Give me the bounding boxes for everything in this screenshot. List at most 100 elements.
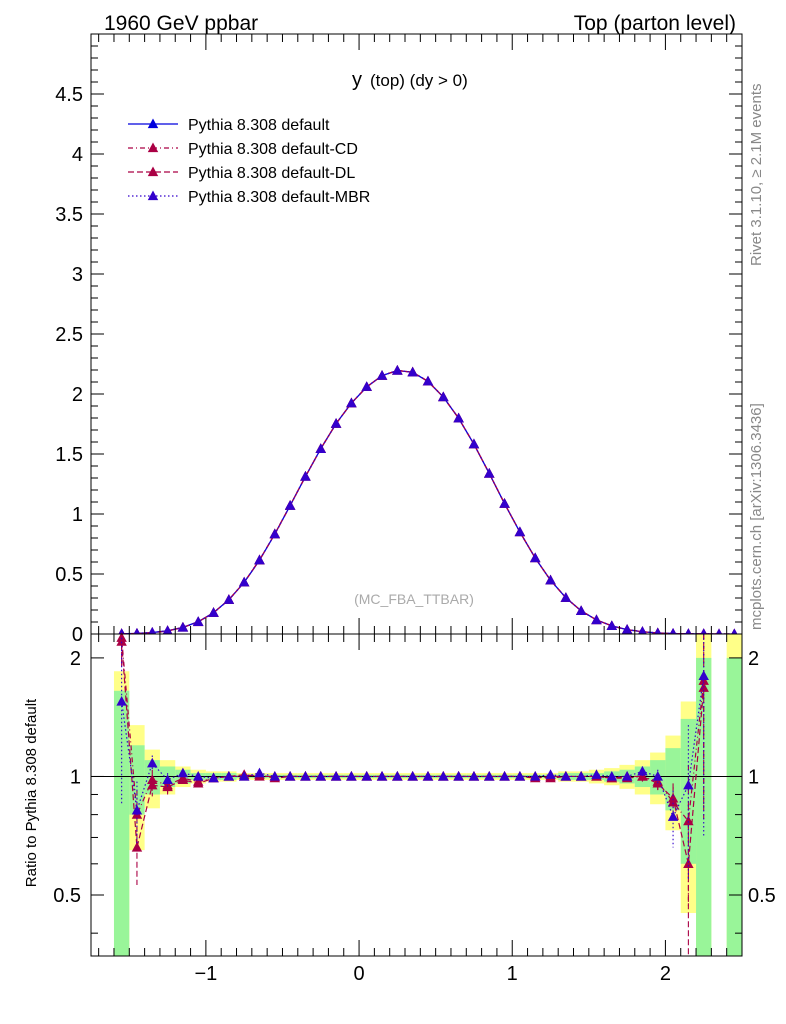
ratio-data-point [468, 770, 480, 781]
ratio-data-point [315, 770, 326, 781]
main-y-tick-label: 3.5 [55, 204, 83, 226]
ratio-data-point [208, 772, 219, 783]
main-data-point [514, 526, 526, 537]
ratio-data-point [223, 770, 235, 781]
ratio-data-point [438, 770, 449, 781]
ratio-data-point [162, 774, 173, 785]
ratio-y-tick-label: 0.5 [53, 885, 81, 907]
ratio-data-point [545, 769, 556, 779]
main-y-tick-label: 1 [72, 504, 83, 526]
main-data-point [118, 628, 125, 634]
main-y-tick-label: 2.5 [55, 324, 83, 346]
ratio-data-point [667, 792, 679, 803]
main-data-point [685, 628, 692, 634]
ratio-data-point [177, 774, 189, 785]
ratio-data-point [606, 770, 618, 781]
ratio-ylabel: Ratio to Pythia 8.308 default [23, 698, 40, 887]
ratio-data-point [192, 770, 204, 781]
ratio-data-point [269, 770, 281, 781]
ratio-data-point [529, 770, 541, 781]
ratio-data-point [683, 779, 694, 790]
main-data-point [162, 625, 173, 634]
main-data-point [575, 605, 587, 615]
ratio-data-point [330, 770, 342, 781]
main-data-point [468, 438, 480, 449]
legend-marker [147, 190, 159, 201]
main-data-point [545, 574, 556, 585]
ratio-data-point [698, 670, 709, 681]
main-data-point [254, 554, 265, 565]
mcplots-label: mcplots.cern.ch [arXiv:1306.3436] [748, 403, 765, 630]
ratio-y-tick-label-right: 2 [748, 648, 759, 670]
main-series-line [121, 369, 735, 634]
ratio-data-point [560, 770, 572, 781]
main-y-tick-label: 2 [72, 384, 83, 406]
ratio-y-tick-label-right: 1 [748, 766, 759, 788]
header-right: Top (parton level) [574, 12, 736, 35]
main-y-tick-label: 4.5 [55, 84, 83, 106]
main-data-point [716, 628, 723, 634]
ratio-data-point [131, 804, 143, 815]
ratio-data-point [621, 770, 633, 781]
main-data-point [529, 552, 541, 563]
main-panel: 0 0.5 1 1.5 2 2.5 3 3.5 4 4.5 (MC_FBA_TTBAR) y (t… [55, 33, 743, 646]
main-data-point [238, 576, 250, 587]
main-data-point [407, 366, 418, 377]
ratio-data-point [116, 636, 127, 646]
ratio-data-point [652, 770, 663, 781]
ratio-data-point [407, 770, 418, 781]
main-data-point [669, 628, 677, 634]
ratio-data-point [147, 779, 158, 790]
main-data-point [731, 628, 738, 634]
ratio-data-point [254, 767, 265, 778]
legend-label: Pythia 8.308 default-MBR [188, 189, 370, 206]
main-data-point [208, 607, 219, 617]
ratio-data-point [376, 770, 388, 781]
main-y-tick-label: 0 [72, 624, 83, 646]
ratio-data-point [346, 770, 357, 781]
main-data-point [438, 391, 449, 402]
legend-marker [147, 166, 159, 177]
title-sub: (top) (dy > 0) [370, 71, 468, 90]
ratio-y-tick-label: 2 [70, 648, 81, 670]
ratio-data-point [484, 770, 495, 781]
x-tick-label: 2 [660, 963, 671, 985]
main-data-point [591, 614, 602, 625]
main-data-point [223, 594, 235, 604]
legend-marker [147, 118, 159, 129]
main-data-point [484, 467, 495, 478]
main-data-point [606, 620, 618, 630]
ratio-series-line [121, 637, 705, 823]
main-data-point [638, 626, 647, 634]
legend-marker [147, 142, 159, 153]
legend: Pythia 8.308 default Pythia 8.308 default… [128, 117, 370, 206]
main-data-point [422, 375, 434, 386]
main-data-point [148, 626, 157, 634]
main-data-point [560, 592, 572, 602]
x-tick-label: 1 [507, 963, 518, 985]
main-y-tick-label: 3 [72, 264, 83, 286]
ratio-data-point [300, 770, 311, 781]
ratio-data-point [499, 770, 510, 781]
main-data-point [330, 418, 342, 428]
ratio-data-point [683, 858, 694, 868]
main-y-tick-label: 4 [72, 144, 83, 166]
main-y-tick-label: 0.5 [55, 564, 83, 586]
ratio-y-tick-label: 1 [70, 766, 81, 788]
ratio-data-point [453, 770, 464, 781]
legend-label: Pythia 8.308 default-DL [188, 165, 355, 182]
title-main: y [352, 69, 362, 91]
ratio-series-line [121, 641, 705, 864]
ratio-panel: 0.5 0.5 1 1 2 2 −1 0 1 2 Ratio to Pythia 8.308 de… [23, 632, 776, 985]
ratio-data-point [637, 765, 648, 776]
ratio-band-green [113, 690, 130, 956]
ratio-data-point [361, 770, 372, 781]
main-data-point [453, 412, 464, 423]
ratio-frame [90, 633, 743, 957]
ratio-data-point [392, 770, 403, 781]
ratio-data-point [177, 767, 189, 778]
main-data-point [315, 443, 326, 453]
header-left: 1960 GeV ppbar [104, 12, 258, 35]
main-data-point [499, 498, 510, 508]
ratio-series-line [121, 675, 705, 819]
